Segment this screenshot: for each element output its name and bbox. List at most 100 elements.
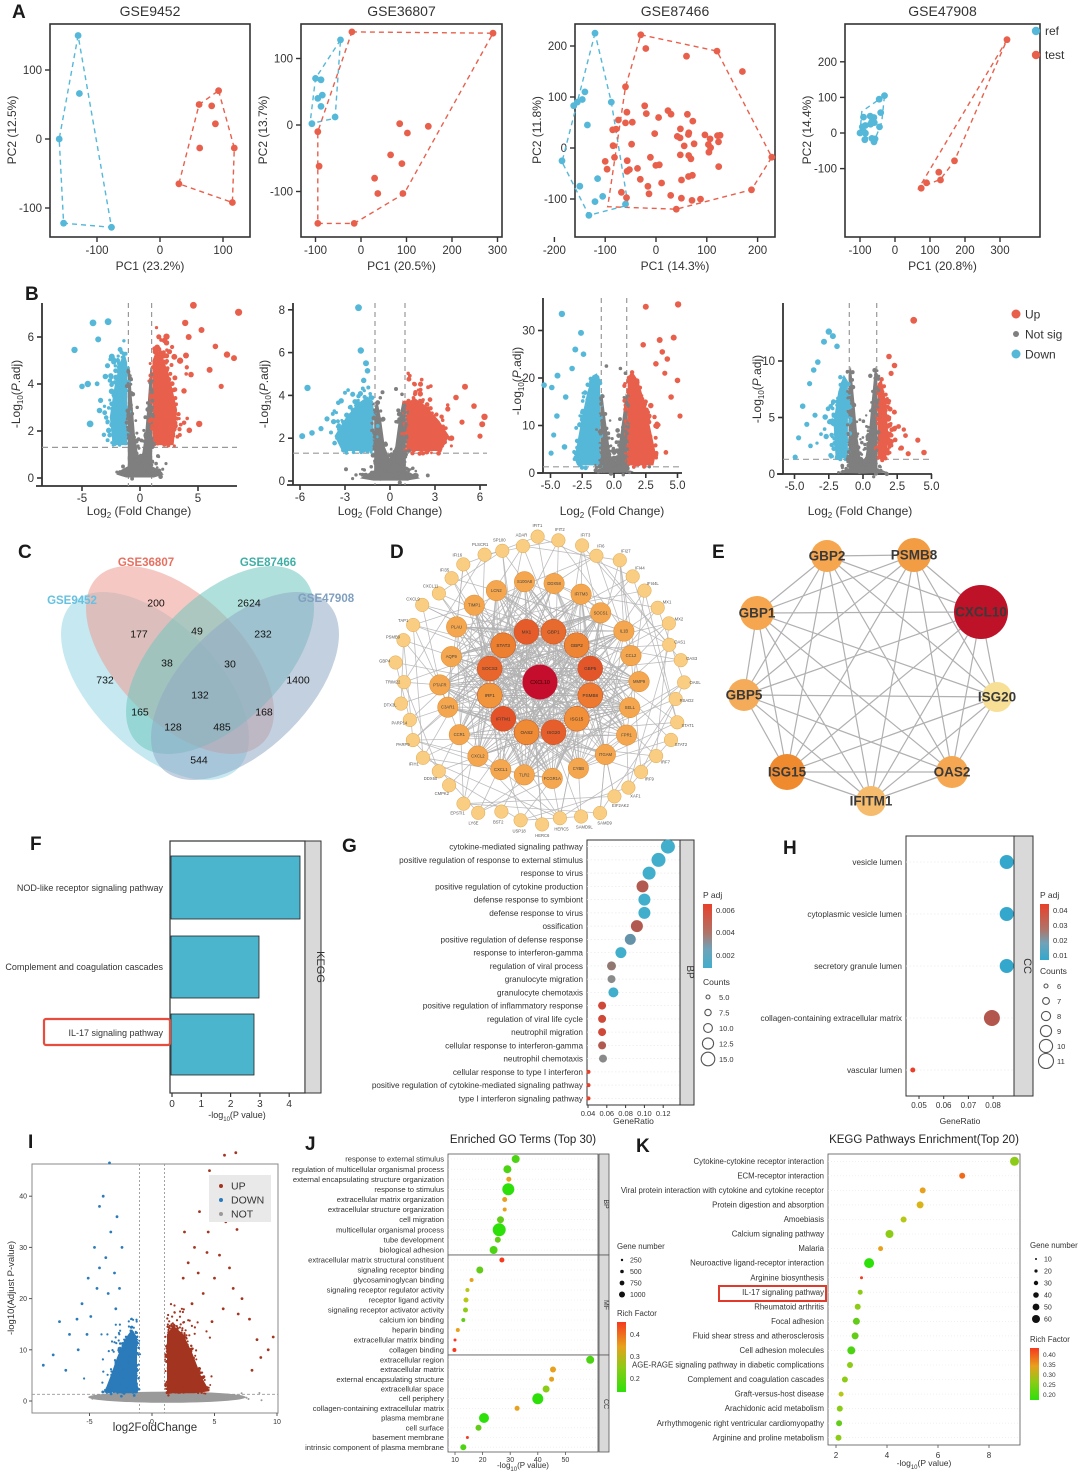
svg-text:tube development: tube development (384, 1235, 445, 1244)
svg-text:100: 100 (397, 245, 416, 257)
svg-text:100: 100 (23, 65, 42, 77)
svg-text:CXCL11: CXCL11 (423, 584, 439, 589)
svg-text:neutrophil migration: neutrophil migration (511, 1028, 583, 1037)
svg-text:SOCS3: SOCS3 (482, 666, 498, 671)
svg-text:2.5: 2.5 (889, 481, 905, 493)
svg-text:S100A8: S100A8 (517, 579, 533, 584)
svg-text:6: 6 (279, 348, 285, 360)
svg-text:IRF7: IRF7 (661, 759, 671, 764)
svg-text:0: 0 (387, 492, 393, 504)
svg-text:positive regulation of cytokin: positive regulation of cytokine producti… (435, 882, 583, 891)
svg-text:CCL2: CCL2 (626, 653, 637, 658)
svg-text:0.01: 0.01 (1053, 951, 1068, 960)
svg-text:CC: CC (1021, 958, 1033, 974)
svg-text:intrinsic component of plasma: intrinsic component of plasma membrane (305, 1443, 444, 1452)
svg-text:200: 200 (748, 245, 767, 257)
svg-text:GSE87466: GSE87466 (641, 3, 710, 19)
svg-text:0: 0 (769, 469, 775, 481)
svg-text:positive regulation of inflamm: positive regulation of inflammatory resp… (423, 1002, 584, 1011)
svg-text:0: 0 (358, 245, 364, 257)
svg-text:IL1B: IL1B (620, 629, 629, 634)
svg-text:extracellular space: extracellular space (381, 1385, 444, 1394)
svg-text:-100: -100 (85, 245, 108, 257)
svg-text:regulation of viral life cycle: regulation of viral life cycle (487, 1015, 583, 1024)
svg-text:plasma membrane: plasma membrane (381, 1414, 444, 1423)
svg-text:PC2 (12.5%): PC2 (12.5%) (5, 96, 19, 165)
svg-text:2: 2 (228, 1099, 234, 1110)
svg-text:RSAD2: RSAD2 (680, 698, 695, 703)
svg-text:CCR1: CCR1 (454, 732, 466, 737)
svg-text:0.04: 0.04 (1053, 906, 1068, 915)
svg-text:GSE9452: GSE9452 (120, 3, 181, 19)
svg-text:Counts: Counts (1040, 966, 1067, 976)
svg-text:0.40: 0.40 (1043, 1352, 1056, 1359)
svg-text:P adj: P adj (1040, 890, 1059, 900)
svg-text:SP100: SP100 (493, 538, 506, 543)
svg-text:STAT2: STAT2 (675, 742, 688, 747)
svg-text:200: 200 (955, 245, 974, 257)
svg-text:NOD-like receptor signaling pa: NOD-like receptor signaling pathway (17, 883, 164, 893)
svg-text:Up: Up (1025, 308, 1041, 322)
svg-text:-5.0: -5.0 (785, 481, 805, 493)
svg-text:PARP9: PARP9 (396, 742, 410, 747)
svg-text:OASL: OASL (690, 680, 702, 685)
svg-text:2: 2 (28, 426, 34, 438)
svg-text:250: 250 (630, 1258, 642, 1265)
svg-text:IRF1: IRF1 (485, 693, 495, 698)
svg-text:50: 50 (562, 1457, 570, 1464)
svg-text:Rich Factor: Rich Factor (617, 1309, 657, 1318)
svg-text:0.30: 0.30 (1043, 1372, 1056, 1379)
svg-text:100: 100 (548, 92, 567, 104)
svg-text:Gene number: Gene number (617, 1242, 665, 1251)
svg-text:response to interferon-gamma: response to interferon-gamma (473, 949, 583, 958)
svg-text:40: 40 (19, 1194, 27, 1201)
svg-text:8: 8 (1057, 1012, 1061, 1021)
svg-text:TLR2: TLR2 (519, 772, 530, 777)
svg-text:ECM-receptor interaction: ECM-receptor interaction (737, 1171, 824, 1180)
svg-text:Arginine biosynthesis: Arginine biosynthesis (750, 1273, 824, 1282)
svg-text:10: 10 (273, 1419, 281, 1426)
svg-text:-100: -100 (270, 187, 293, 199)
svg-text:CYBB: CYBB (573, 766, 585, 771)
svg-text:G: G (342, 836, 357, 857)
svg-text:20: 20 (479, 1457, 487, 1464)
svg-text:0.0: 0.0 (855, 481, 871, 493)
svg-text:IFIT2: IFIT2 (555, 527, 565, 532)
svg-text:0: 0 (36, 134, 42, 146)
svg-text:GSE36807: GSE36807 (118, 557, 174, 569)
svg-text:ISG15: ISG15 (570, 716, 583, 721)
svg-text:AQP9: AQP9 (446, 654, 458, 659)
svg-text:USP18: USP18 (512, 829, 526, 834)
svg-text:5.0: 5.0 (924, 481, 940, 493)
svg-text:regulation of viral process: regulation of viral process (490, 962, 583, 971)
svg-text:granulocyte migration: granulocyte migration (505, 975, 584, 984)
svg-text:0.25: 0.25 (1043, 1382, 1056, 1389)
svg-text:positive regulation of respons: positive regulation of response to exter… (399, 856, 583, 865)
svg-text:Focal adhesion: Focal adhesion (771, 1317, 824, 1326)
svg-text:200: 200 (147, 598, 165, 610)
svg-text:IFITM3: IFITM3 (574, 592, 588, 597)
svg-text:E: E (712, 542, 725, 563)
svg-text:PC2 (13.7%): PC2 (13.7%) (256, 96, 270, 165)
svg-text:GSE9452: GSE9452 (47, 595, 97, 607)
svg-text:IL-17 signaling pathway: IL-17 signaling pathway (68, 1028, 163, 1038)
svg-text:OAS2: OAS2 (934, 765, 971, 780)
svg-text:PC2 (14.4%): PC2 (14.4%) (800, 96, 814, 165)
svg-text:SELL: SELL (625, 705, 636, 710)
svg-text:collagen-containing extracellu: collagen-containing extracellular matrix (313, 1404, 444, 1413)
svg-text:XAF1: XAF1 (630, 794, 641, 799)
svg-text:GSE47908: GSE47908 (298, 593, 355, 605)
svg-text:MF: MF (602, 1300, 609, 1310)
svg-text:6: 6 (477, 492, 483, 504)
svg-text:CXCL10: CXCL10 (530, 680, 550, 686)
svg-text:-200: -200 (543, 245, 566, 257)
svg-text:1000: 1000 (630, 1292, 646, 1299)
svg-text:D: D (390, 542, 404, 563)
svg-text:Amoebiasis: Amoebiasis (784, 1215, 824, 1224)
svg-text:cell periphery: cell periphery (399, 1394, 444, 1403)
svg-text:IFI27: IFI27 (621, 549, 631, 554)
svg-text:8: 8 (279, 305, 285, 317)
svg-text:0: 0 (169, 1099, 175, 1110)
svg-text:CMPK2: CMPK2 (435, 791, 450, 796)
svg-text:TRIM22: TRIM22 (385, 680, 401, 685)
